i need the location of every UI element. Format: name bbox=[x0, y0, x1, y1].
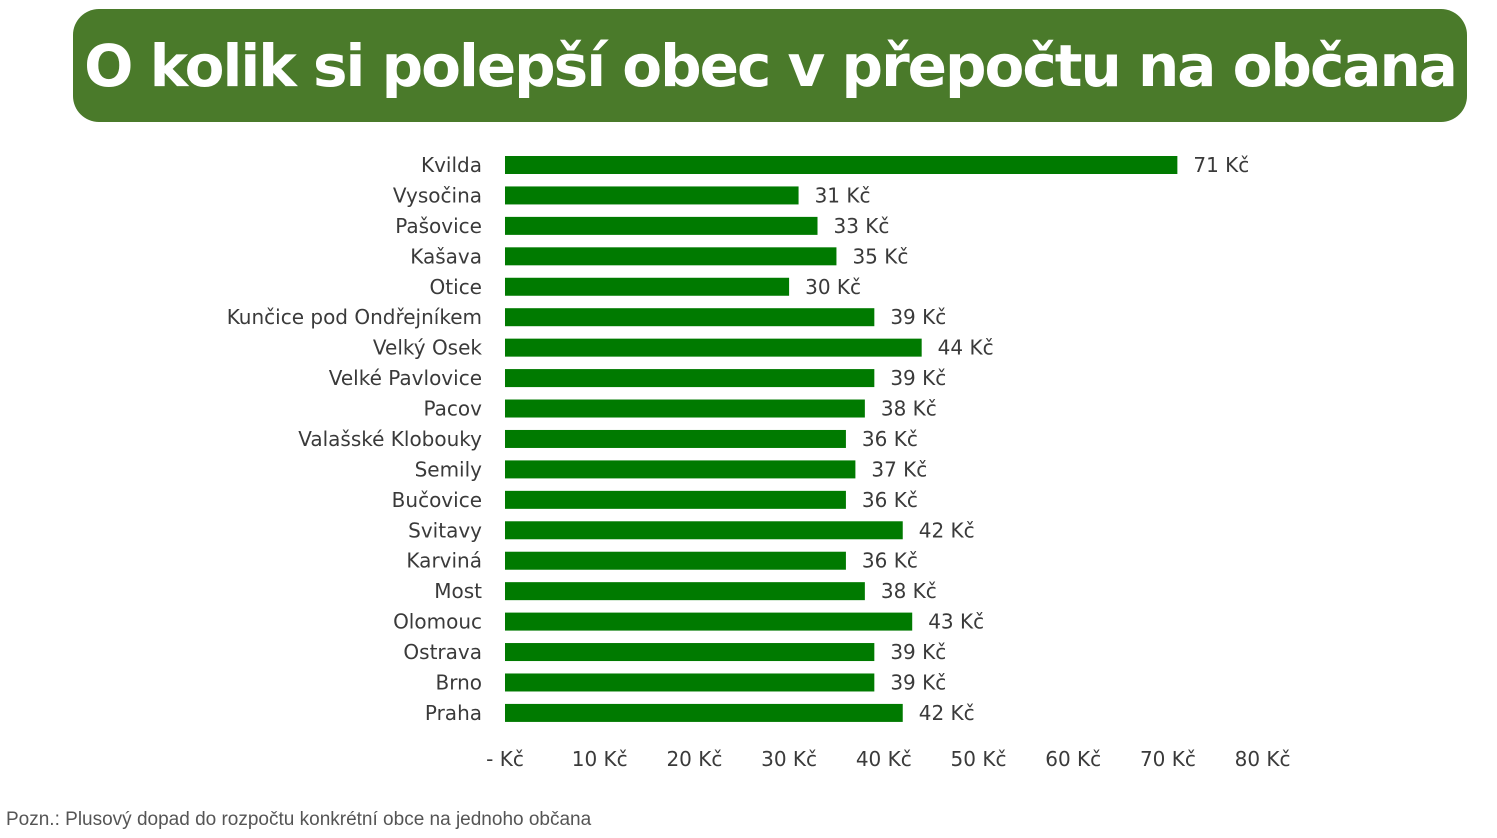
bar bbox=[505, 460, 856, 479]
data-label: 39 Kč bbox=[890, 670, 946, 694]
category-label: Kunčice pod Ondřejníkem bbox=[227, 305, 482, 329]
data-label: 43 Kč bbox=[928, 610, 984, 634]
bar bbox=[505, 277, 790, 296]
bar bbox=[505, 247, 837, 266]
category-label: Most bbox=[434, 579, 482, 603]
category-label: Kvilda bbox=[421, 153, 482, 177]
bar bbox=[505, 338, 922, 357]
bar bbox=[505, 429, 846, 448]
bar bbox=[505, 399, 865, 418]
bar bbox=[505, 612, 913, 631]
bar bbox=[505, 216, 818, 235]
category-label: Otice bbox=[430, 275, 482, 299]
x-tick-label: 40 Kč bbox=[856, 747, 912, 771]
bar bbox=[505, 703, 903, 722]
data-label: 36 Kč bbox=[862, 427, 918, 451]
x-tick-label: 10 Kč bbox=[572, 747, 628, 771]
bar bbox=[505, 156, 1178, 174]
x-tick-label: - Kč bbox=[486, 747, 524, 771]
category-label: Kašava bbox=[410, 244, 482, 268]
data-label: 71 Kč bbox=[1193, 153, 1249, 177]
category-label: Svitavy bbox=[408, 518, 482, 542]
bar bbox=[505, 369, 875, 388]
data-label: 31 Kč bbox=[815, 183, 871, 207]
bar bbox=[505, 551, 846, 570]
bar bbox=[505, 643, 875, 662]
data-label: 36 Kč bbox=[862, 488, 918, 512]
category-label: Vysočina bbox=[393, 183, 482, 207]
data-label: 38 Kč bbox=[881, 579, 937, 603]
x-tick-label: 30 Kč bbox=[761, 747, 817, 771]
category-label: Velké Pavlovice bbox=[329, 366, 482, 390]
category-label: Bučovice bbox=[392, 488, 482, 512]
category-label: Olomouc bbox=[393, 610, 482, 634]
data-label: 33 Kč bbox=[834, 214, 890, 238]
footnote: Pozn.: Plusový dopad do rozpočtu konkrét… bbox=[6, 809, 592, 830]
data-label: 38 Kč bbox=[881, 397, 937, 421]
bar bbox=[505, 308, 875, 327]
category-label: Pacov bbox=[424, 397, 483, 421]
category-label: Semily bbox=[415, 457, 483, 481]
x-tick-label: 50 Kč bbox=[951, 747, 1007, 771]
category-label: Valašské Klobouky bbox=[298, 427, 482, 451]
bar bbox=[505, 490, 846, 509]
x-tick-label: 20 Kč bbox=[666, 747, 722, 771]
category-label: Karviná bbox=[406, 549, 482, 573]
title-banner: O kolik si polepší obec v přepočtu na ob… bbox=[73, 9, 1467, 122]
x-tick-label: 60 Kč bbox=[1045, 747, 1101, 771]
data-label: 39 Kč bbox=[890, 640, 946, 664]
category-label: Ostrava bbox=[403, 640, 482, 664]
data-label: 44 Kč bbox=[938, 336, 994, 360]
x-tick-label: 80 Kč bbox=[1235, 747, 1291, 771]
bar bbox=[505, 186, 799, 205]
data-label: 39 Kč bbox=[890, 305, 946, 329]
category-label: Velký Osek bbox=[373, 336, 483, 360]
bar bbox=[505, 673, 875, 692]
data-label: 42 Kč bbox=[919, 701, 975, 725]
data-label: 42 Kč bbox=[919, 518, 975, 542]
category-label: Brno bbox=[435, 670, 482, 694]
data-label: 35 Kč bbox=[852, 244, 908, 268]
data-label: 30 Kč bbox=[805, 275, 861, 299]
chart-title: O kolik si polepší obec v přepočtu na ob… bbox=[84, 31, 1458, 100]
x-tick-label: 70 Kč bbox=[1140, 747, 1196, 771]
data-label: 36 Kč bbox=[862, 549, 918, 573]
data-label: 37 Kč bbox=[871, 457, 927, 481]
data-label: 39 Kč bbox=[890, 366, 946, 390]
category-label: Pašovice bbox=[395, 214, 482, 238]
bar bbox=[505, 521, 903, 540]
bar bbox=[505, 582, 865, 601]
category-label: Praha bbox=[425, 701, 482, 725]
